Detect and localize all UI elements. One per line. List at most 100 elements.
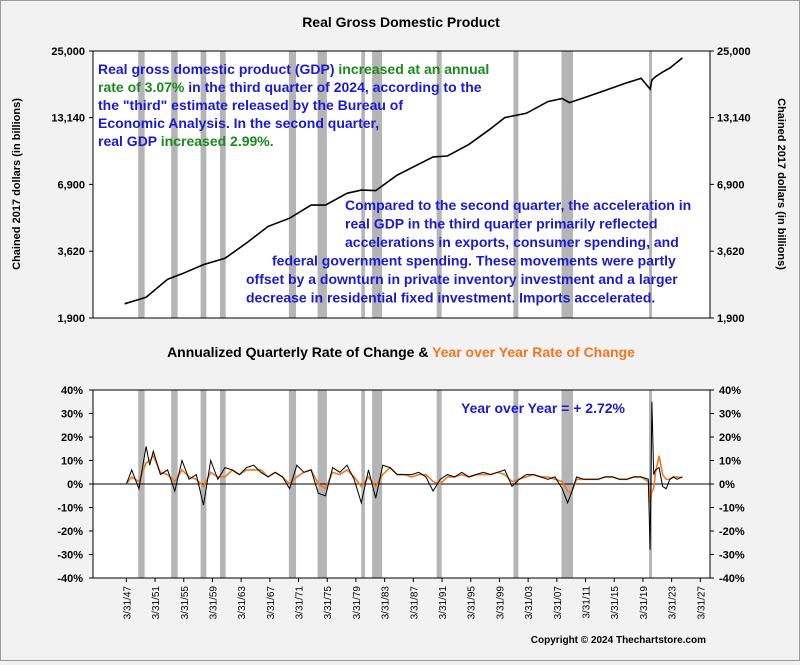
top-left-tick-label: 1,900: [57, 313, 85, 325]
top-right-tick-label: 3,620: [717, 246, 745, 258]
bottom-right-tick-label: -10%: [719, 503, 745, 515]
bottom-title-part1: Annualized Quarterly Rate of Change &: [167, 344, 432, 360]
mid-note-line: accelerations in exports, consumer spend…: [345, 234, 679, 250]
recession-band-top-9: [513, 51, 519, 318]
bottom-left-tick-label: 0%: [67, 479, 83, 491]
bottom-x-tick-label: 3/31/51: [151, 586, 162, 620]
top-chart-title: Real Gross Domestic Product: [302, 14, 500, 30]
gdp-level-line: [124, 57, 683, 305]
mid-note-line: decrease in residential fixed investment…: [246, 290, 655, 306]
bottom-x-tick-label: 3/31/27: [696, 586, 707, 620]
bottom-x-tick-label: 3/31/67: [266, 586, 277, 620]
top-note-span: Economic Analysis. In the second quarter…: [98, 115, 379, 131]
top-left-tick-label: 3,620: [57, 246, 85, 258]
bottom-x-axis-ticks: 3/31/47 3/31/51 3/31/55 3/31/59 3/31/63 3/31/…: [122, 578, 707, 619]
top-note-line: Real gross domestic product (GDP) increa…: [98, 61, 489, 77]
bottom-x-tick-label: 3/31/99: [495, 586, 506, 620]
top-recession-bands: [138, 51, 653, 318]
recession-band-top-10: [561, 51, 573, 318]
bottom-x-tick-label: 3/31/91: [438, 586, 449, 620]
copyright: Copyright © 2024 Thechartstore.com: [531, 635, 706, 646]
bottom-right-tick-label: 10%: [719, 456, 741, 468]
bottom-right-tick-label: -30%: [719, 550, 745, 562]
recession-band-top-0: [138, 51, 145, 318]
bottom-x-tick-label: 3/31/15: [610, 586, 621, 620]
bottom-x-tick-label: 3/31/19: [639, 586, 650, 620]
top-left-tick-label: 25,000: [51, 46, 85, 58]
bottom-x-tick-label: 3/31/47: [122, 586, 133, 620]
top-right-tick-label: 25,000: [717, 46, 751, 58]
top-left-axis-label: Chained 2017 dollars (in billions): [11, 98, 23, 270]
bottom-left-tick-label: 10%: [61, 456, 83, 468]
top-note-span: rate of 3.07%: [98, 79, 185, 95]
bottom-right-tick-label: 20%: [719, 432, 741, 444]
top-note-span: increased 2.99%.: [161, 133, 274, 149]
top-left-tick-label: 6,900: [57, 179, 85, 191]
top-right-tick-label: 1,900: [717, 313, 745, 325]
bottom-left-tick-label: 20%: [61, 432, 83, 444]
bottom-x-tick-label: 3/31/11: [582, 586, 593, 619]
top-note-span: increased at an annual: [338, 61, 489, 77]
bottom-left-axis-ticks: 40% 30% 20% 10% 0% -10% -20% -30% -40%: [57, 385, 93, 585]
top-plot: [92, 50, 711, 319]
bottom-left-tick-label: 40%: [61, 385, 83, 397]
bottom-x-tick-label: 3/31/95: [467, 586, 478, 620]
bottom-x-tick-label: 3/31/71: [295, 586, 306, 620]
mid-note-line: real GDP in the third quarter primarily …: [345, 216, 658, 232]
bottom-right-tick-label: 40%: [719, 385, 741, 397]
top-note-span: the "third" estimate released by the Bur…: [98, 97, 403, 113]
top-note-span: real GDP: [98, 133, 161, 149]
top-left-tick-label: 13,140: [51, 113, 85, 125]
recession-band-top-8: [436, 51, 442, 318]
top-note-line: the "third" estimate released by the Bur…: [98, 97, 403, 113]
bottom-right-tick-label: 0%: [719, 479, 735, 491]
recession-band-top-1: [171, 51, 178, 318]
top-note-line: Economic Analysis. In the second quarter…: [98, 115, 379, 131]
bottom-x-tick-label: 3/31/55: [180, 586, 191, 620]
recession-band-top-5: [317, 51, 327, 318]
mid-note-line: federal government spending. These movem…: [272, 253, 676, 269]
bottom-right-tick-label: -20%: [719, 526, 745, 538]
yoy-label: Year over Year = + 2.72%: [461, 400, 626, 416]
bottom-x-tick-label: 3/31/87: [409, 586, 420, 620]
recession-band-top-4: [288, 51, 297, 318]
bottom-x-tick-label: 3/31/07: [553, 586, 564, 620]
recession-band-top-3: [219, 51, 226, 318]
recession-band-top-2: [200, 51, 207, 318]
top-right-axis-label: Chained 2017 dollars (in billions): [775, 98, 787, 270]
bottom-left-tick-label: -40%: [57, 573, 83, 585]
top-note-span: in the third quarter of 2024, according …: [184, 79, 481, 95]
top-note-span: Real gross domestic product (GDP): [98, 61, 338, 77]
bottom-right-tick-label: -40%: [719, 573, 745, 585]
bottom-x-tick-label: 3/31/75: [323, 586, 334, 620]
bottom-x-tick-label: 3/31/63: [237, 586, 248, 620]
bottom-plot: [92, 389, 711, 579]
bottom-x-tick-label: 3/31/23: [668, 586, 679, 620]
mid-note-line: Compared to the second quarter, the acce…: [345, 197, 691, 213]
recession-band-top-7: [372, 51, 383, 318]
top-plot-area: [92, 50, 711, 319]
bottom-right-axis-ticks: 40% 30% 20% 10% 0% -10% -20% -30% -40%: [710, 385, 745, 585]
top-note-line: real GDP increased 2.99%.: [98, 133, 274, 149]
bottom-left-tick-label: -20%: [57, 526, 83, 538]
bottom-left-tick-label: -30%: [57, 550, 83, 562]
bottom-x-tick-label: 3/31/59: [208, 586, 219, 620]
bottom-x-tick-label: 3/31/03: [524, 586, 535, 620]
bottom-x-tick-label: 3/31/83: [381, 586, 392, 620]
quarterly-change-line: [125, 401, 683, 550]
top-note-line: rate of 3.07% in the third quarter of 20…: [98, 79, 482, 95]
top-right-tick-label: 6,900: [717, 179, 745, 191]
bottom-left-tick-label: 30%: [61, 409, 83, 421]
top-left-axis-ticks: 25,000 13,140 6,900 3,620 1,900: [51, 46, 93, 325]
bottom-x-tick-label: 3/31/79: [352, 586, 363, 620]
mid-annotation: Compared to the second quarter, the acce…: [246, 197, 691, 306]
bottom-left-tick-label: -10%: [57, 503, 83, 515]
bottom-right-tick-label: 30%: [719, 409, 741, 421]
recession-band-top-11: [649, 51, 653, 318]
top-right-tick-label: 13,140: [717, 113, 751, 125]
recession-band-top-6: [361, 51, 365, 318]
bottom-chart-title: Annualized Quarterly Rate of Change & Ye…: [167, 344, 635, 360]
bottom-title-part2: Year over Year Rate of Change: [432, 344, 635, 360]
